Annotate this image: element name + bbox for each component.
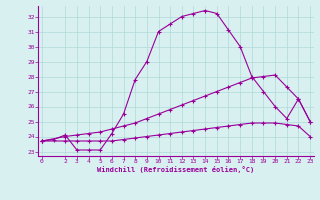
X-axis label: Windchill (Refroidissement éolien,°C): Windchill (Refroidissement éolien,°C) (97, 166, 255, 173)
